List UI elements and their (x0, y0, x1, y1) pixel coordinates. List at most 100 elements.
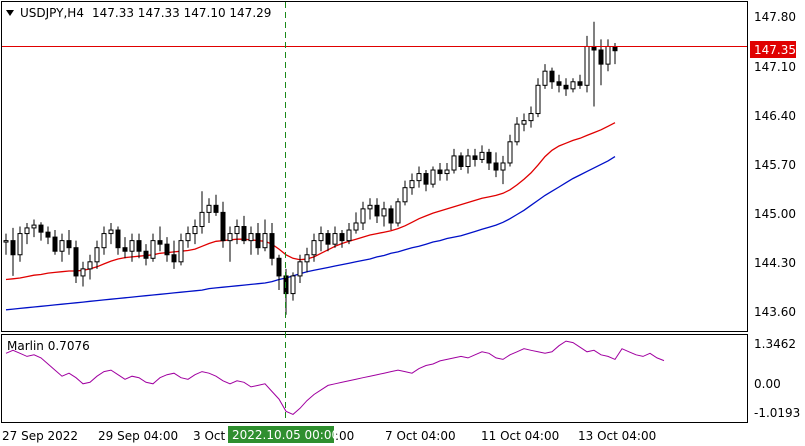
candle (164, 237, 170, 262)
candle-body-bullish (570, 81, 576, 90)
candle-body-bullish (185, 233, 191, 242)
price-tick: 146.40 (754, 109, 796, 123)
candle (122, 237, 128, 259)
candle (276, 254, 282, 291)
candle (577, 74, 583, 89)
candle (3, 233, 9, 255)
candle-body-bullish (332, 233, 338, 245)
triangle-down-icon[interactable] (6, 10, 14, 16)
price-tick: 145.00 (754, 207, 796, 221)
candle (339, 230, 345, 248)
candle (255, 222, 261, 255)
candle-body-bearish (374, 204, 380, 217)
candle-body-bearish (458, 155, 464, 167)
symbol-label: USDJPY,H4 (20, 6, 84, 20)
candle (115, 226, 121, 255)
candle-body-bearish (437, 169, 443, 175)
candle-body-bullish (402, 187, 408, 203)
candle (234, 219, 240, 245)
candle (388, 205, 394, 231)
candle-body-bearish (563, 84, 569, 90)
candle (500, 155, 506, 185)
candle-body-bullish (150, 240, 156, 259)
candle-body-bearish (325, 233, 331, 245)
candle-body-bearish (171, 254, 177, 263)
candle (10, 227, 16, 276)
candle (402, 180, 408, 206)
candle-body-bullish (528, 113, 534, 122)
candle-body-bullish (500, 162, 506, 171)
candle (444, 162, 450, 181)
candle-body-bullish (514, 123, 520, 143)
candle-body-bullish (80, 268, 86, 277)
candle (374, 198, 380, 223)
candle (269, 222, 275, 266)
candle-body-bearish (486, 151, 492, 164)
price-pane-frame (1, 1, 748, 332)
candle (262, 219, 268, 252)
candle (423, 170, 429, 192)
candle-body-bearish (164, 243, 170, 256)
candle (304, 247, 310, 273)
candle-body-bullish (17, 233, 23, 256)
price-tick: 147.80 (754, 10, 796, 24)
candle (528, 106, 534, 128)
indicator-tick: 0.00 (754, 377, 781, 391)
candle (101, 226, 107, 255)
time-label: 27 Sep 2022 (2, 429, 78, 443)
candle (94, 240, 100, 269)
candle-body-bearish (577, 81, 583, 86)
candle (108, 222, 114, 245)
candle (59, 233, 65, 262)
crosshair-time-label-bg (228, 426, 334, 443)
indicator-axis: 1.3462 0.00 -1.0193 (754, 337, 800, 420)
candle (535, 78, 541, 118)
indicator-tick: -1.0193 (754, 406, 800, 420)
candle-body-bullish (395, 201, 401, 224)
candle-body-bearish (38, 224, 44, 233)
candle-body-bullish (409, 180, 415, 189)
candle (598, 39, 604, 86)
candle (563, 78, 569, 96)
candle-body-bullish (367, 204, 373, 210)
candle (129, 233, 135, 262)
candle (549, 67, 555, 89)
candle-body-bullish (297, 261, 303, 277)
price-tick: 147.10 (754, 60, 796, 74)
candle (437, 162, 443, 181)
candle-body-bearish (269, 233, 275, 259)
candle (451, 148, 457, 174)
candle-body-bearish (549, 70, 555, 83)
candle (143, 244, 149, 266)
candle-body-bearish (556, 81, 562, 86)
candle (605, 39, 611, 72)
candle-body-bullish (584, 45, 590, 86)
candle-body-bullish (199, 211, 205, 228)
candle (66, 230, 72, 255)
candle (206, 198, 212, 223)
time-label: 3 Oct (193, 429, 225, 443)
candle (479, 145, 485, 163)
candle-body-bullish (234, 226, 240, 235)
candle-body-bullish (416, 173, 422, 182)
candle-body-bullish (465, 155, 471, 167)
price-tick: 145.70 (754, 158, 796, 172)
candle (353, 212, 359, 234)
candle-body-bearish (255, 233, 261, 249)
candle-body-bullish (521, 120, 527, 125)
marlin-line (5, 340, 665, 415)
candle (584, 35, 590, 93)
crosshair-time-label: 2022.10.05 00:00 (232, 428, 339, 442)
candle-body-bullish (178, 240, 184, 263)
candle-body-bullish (346, 229, 352, 242)
candle (465, 148, 471, 174)
candle-body-bearish (220, 211, 226, 242)
candle-body-bearish (122, 247, 128, 252)
candle (73, 240, 79, 283)
candle (395, 198, 401, 227)
candle (178, 233, 184, 266)
candle (570, 78, 576, 93)
candle (367, 198, 373, 220)
price-tick: 143.60 (754, 305, 796, 319)
